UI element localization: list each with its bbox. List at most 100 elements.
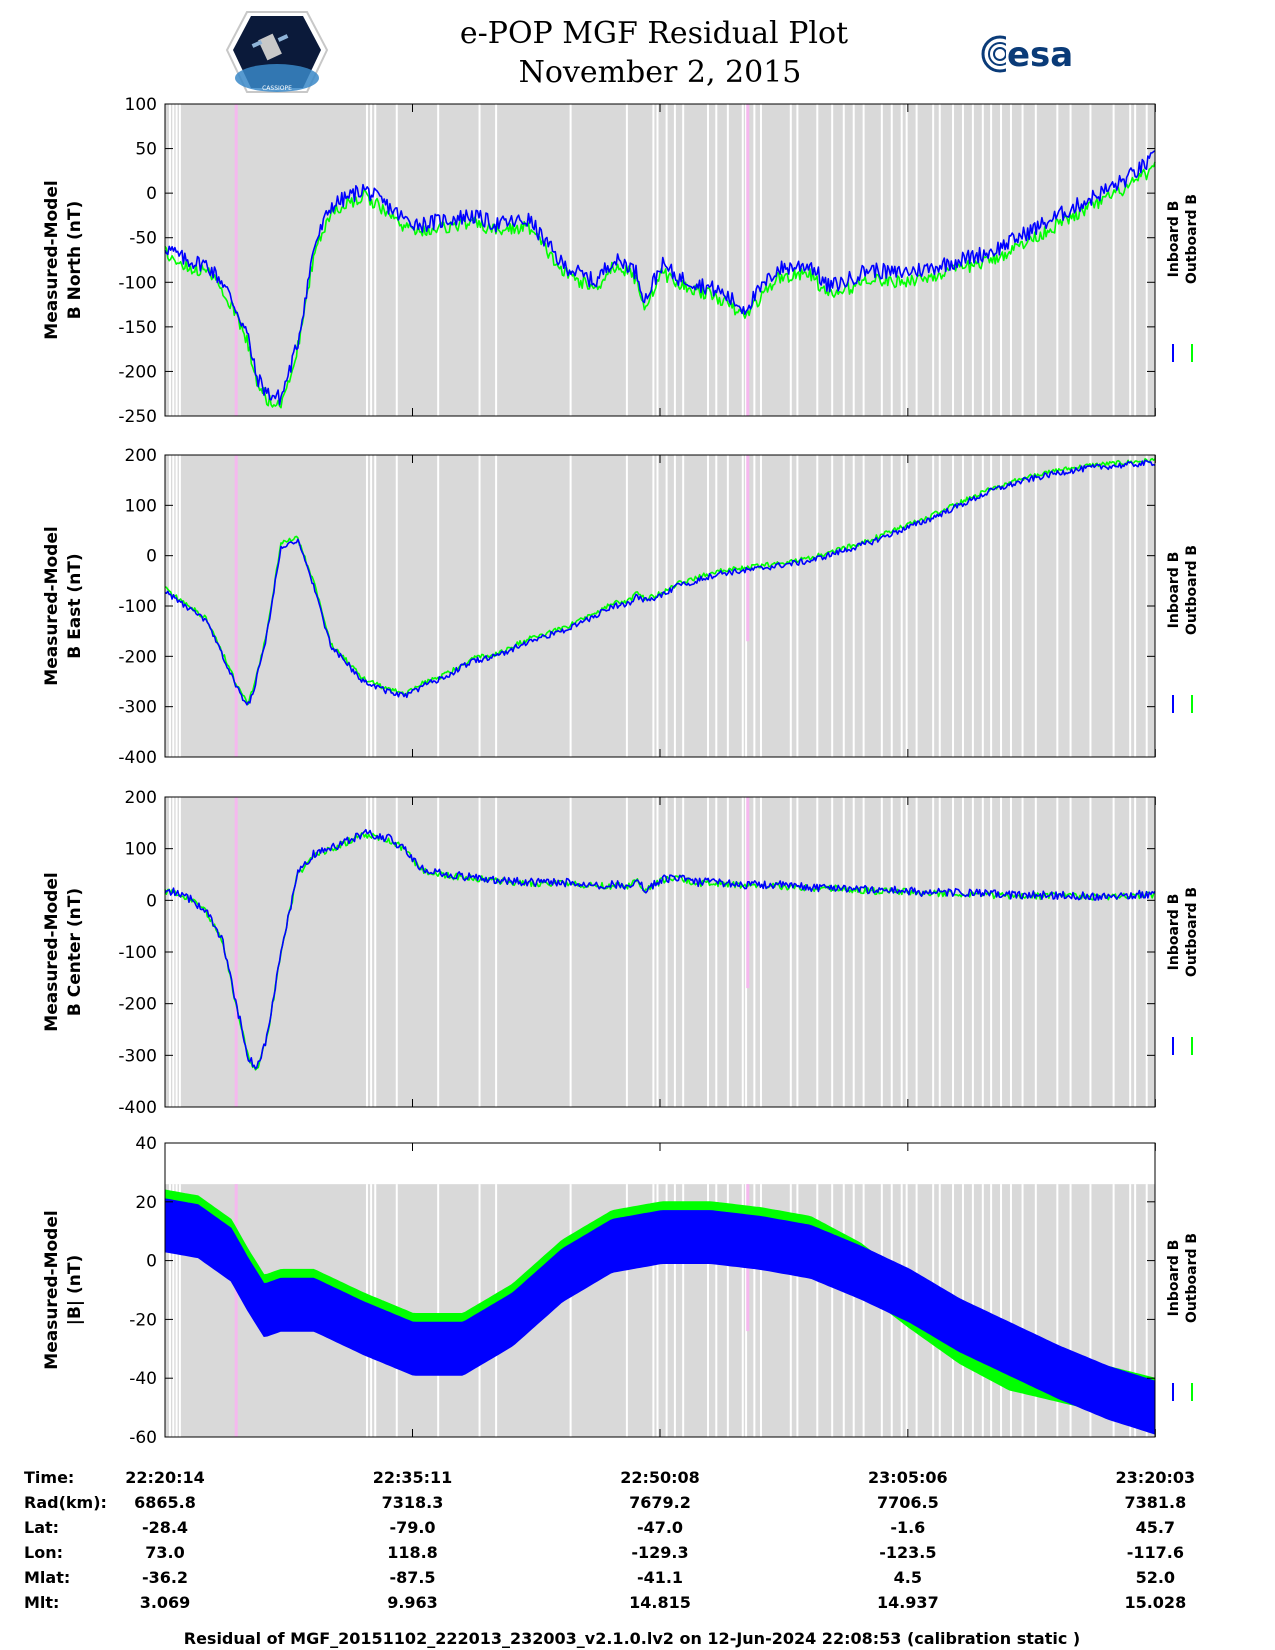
y-tick-label: -400 [118, 1098, 157, 1118]
table-cell: 15.028 [1124, 1593, 1186, 1612]
y-tick-label: -50 [129, 229, 157, 249]
legend-label-inboard: Inboard B [1166, 894, 1182, 971]
svg-text:esa: esa [1007, 35, 1073, 75]
legend-label-inboard: Inboard B [1166, 552, 1182, 629]
table-row-label: Time: [24, 1468, 74, 1487]
header: e-POP MGF Residual Plot November 2, 2015… [225, 11, 1073, 93]
y-tick-label: 0 [146, 547, 157, 567]
ephemeris-table: Time: 22:20:14 22:35:11 22:50:08 23:05:06 23:… [24, 1468, 1195, 1612]
y-tick-label: 50 [135, 140, 157, 160]
y-tick-label: 100 [125, 496, 157, 516]
panel-4: -60 -40 -20 0 20 40 Measured-Model |B| (nT) Inbo… [42, 1134, 1200, 1448]
table-cell: 22:35:11 [373, 1468, 453, 1487]
y-tick-label: -100 [118, 943, 157, 963]
y-tick-label: 200 [125, 446, 157, 466]
y-tick-label: -300 [118, 1046, 157, 1066]
table-cell: 7381.8 [1124, 1493, 1186, 1512]
plot-background [165, 455, 1155, 757]
y-axis-label: Measured-Model [42, 526, 62, 685]
plot-date: November 2, 2015 [519, 55, 802, 90]
y-tick-label: -150 [118, 318, 157, 338]
y-tick-label: -40 [129, 1369, 157, 1389]
y-axis-label: Measured-Model [42, 872, 62, 1031]
table-cell: -123.5 [879, 1543, 936, 1562]
panel-3: -400 -300 -200 -100 0 100 200 Measured-Model B C… [42, 788, 1200, 1118]
table-cell: 22:20:14 [125, 1468, 205, 1487]
y-tick-label: -60 [129, 1428, 157, 1448]
y-tick-label: 0 [146, 184, 157, 204]
table-cell: 23:20:03 [1116, 1468, 1196, 1487]
y-tick-label: 40 [135, 1134, 157, 1154]
y-tick-label: 200 [125, 788, 157, 808]
y-tick-label: 0 [146, 891, 157, 911]
legend-label-outboard: Outboard B [1184, 887, 1200, 977]
y-tick-label: -100 [118, 597, 157, 617]
panel-2: -400 -300 -200 -100 0 100 200 Measured-Model B E… [42, 446, 1200, 768]
table-cell: 118.8 [387, 1543, 438, 1562]
y-tick-label: 100 [125, 95, 157, 115]
table-cell: -47.0 [637, 1518, 683, 1537]
legend-label-inboard: Inboard B [1166, 1240, 1182, 1317]
y-axis-label: Measured-Model [42, 1210, 62, 1369]
y-tick-label: 20 [135, 1193, 157, 1213]
y-axis-label: |B| (nT) [65, 1255, 85, 1326]
y-tick-label: -200 [118, 647, 157, 667]
table-cell: 22:50:08 [620, 1468, 700, 1487]
table-cell: 73.0 [145, 1543, 184, 1562]
legend-label-outboard: Outboard B [1184, 1233, 1200, 1323]
esa-logo: esa [981, 35, 1073, 75]
y-axis-label: B East (nT) [65, 553, 85, 658]
table-cell: 9.963 [387, 1593, 438, 1612]
table-cell: -87.5 [389, 1568, 435, 1587]
cassiope-logo: CASSIOPE [225, 11, 329, 93]
legend: Inboard B Outboard B [1166, 545, 1200, 713]
table-cell: -79.0 [389, 1518, 435, 1537]
y-tick-label: -200 [118, 362, 157, 382]
y-tick-label: -200 [118, 995, 157, 1015]
table-cell: 7318.3 [382, 1493, 444, 1512]
table-cell: 52.0 [1136, 1568, 1175, 1587]
table-cell: 7706.5 [877, 1493, 939, 1512]
y-axis-label: B North (nT) [65, 201, 85, 320]
table-row-label: Lon: [24, 1543, 63, 1562]
table-cell: -36.2 [142, 1568, 188, 1587]
plot-background [165, 797, 1155, 1107]
table-cell: 14.937 [877, 1593, 939, 1612]
svg-text:CASSIOPE: CASSIOPE [262, 85, 292, 92]
table-cell: 4.5 [894, 1568, 922, 1587]
y-tick-label: -250 [118, 407, 157, 427]
plot-title: e-POP MGF Residual Plot [460, 16, 848, 51]
table-cell: 6865.8 [134, 1493, 196, 1512]
legend-label-outboard: Outboard B [1184, 545, 1200, 635]
table-row-label: Mlat: [24, 1568, 70, 1587]
table-cell: -41.1 [637, 1568, 683, 1587]
table-cell: -129.3 [631, 1543, 688, 1562]
inboard-series-line [164, 459, 1156, 706]
inboard-series-line [164, 150, 1156, 406]
table-row-label: Mlt: [24, 1593, 59, 1612]
table-cell: 3.069 [140, 1593, 191, 1612]
inboard-series-line [164, 828, 1156, 1070]
y-tick-label: 100 [125, 840, 157, 860]
y-axis-label: B Center (nT) [65, 888, 85, 1016]
table-row-label: Lat: [24, 1518, 59, 1537]
legend: Inboard B Outboard B [1166, 194, 1200, 362]
table-cell: 14.815 [629, 1593, 691, 1612]
legend-label-outboard: Outboard B [1184, 194, 1200, 284]
table-cell: 7679.2 [629, 1493, 691, 1512]
y-tick-label: 0 [146, 1252, 157, 1272]
y-tick-label: -400 [118, 748, 157, 768]
legend-label-inboard: Inboard B [1166, 201, 1182, 278]
outboard-series-line [164, 161, 1156, 409]
table-cell: 45.7 [1136, 1518, 1175, 1537]
y-tick-label: -300 [118, 698, 157, 718]
table-cell: -1.6 [890, 1518, 925, 1537]
footer-caption: Residual of MGF_20151102_222013_232003_v… [184, 1629, 1080, 1648]
panel-1: -250 -200 -150 -100 -50 0 50 100 Measured-Model B… [42, 95, 1200, 427]
legend: Inboard B Outboard B [1166, 887, 1200, 1055]
table-cell: -117.6 [1127, 1543, 1184, 1562]
table-row-label: Rad(km): [24, 1493, 107, 1512]
y-axis-label: Measured-Model [42, 180, 62, 339]
